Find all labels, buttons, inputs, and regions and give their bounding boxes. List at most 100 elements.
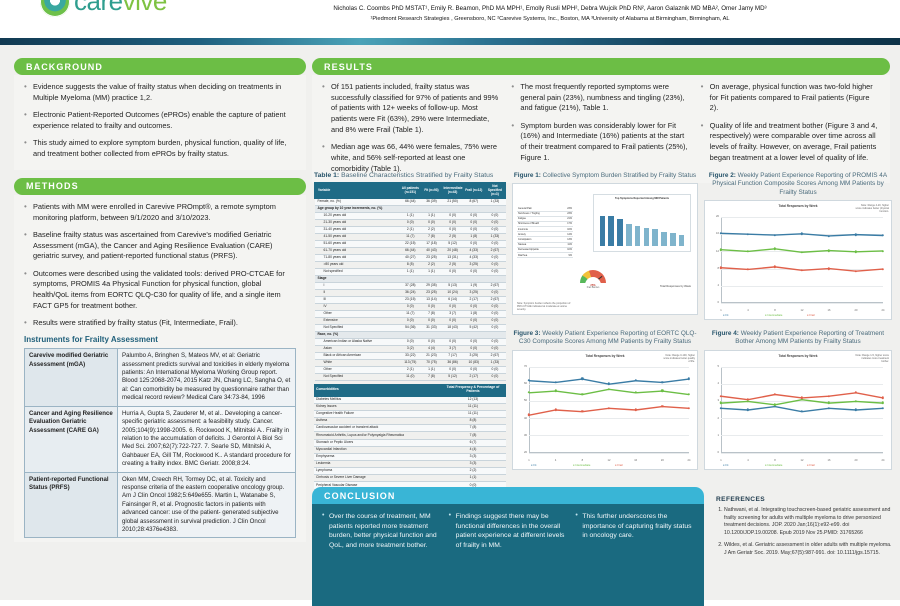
chart-note: Note: Range 1-5, higher score indicates …: [855, 354, 889, 364]
table1-cell: 2 (5): [442, 234, 463, 241]
results-list-2: The most frequently reported symptoms we…: [511, 82, 690, 164]
symptom-value: 13%: [559, 237, 573, 241]
table1-cell: 0 (0): [484, 255, 505, 262]
table1-cell: 11 (7): [400, 310, 421, 317]
legend-item: ● Frail: [807, 314, 815, 317]
symptom-label: Nausea: [517, 243, 559, 247]
y-tick-label: 70: [515, 365, 527, 368]
methods-bullet-list: Patients with MM were enrolled in Carevi…: [24, 202, 296, 329]
comorbidity-value: 3 (3): [440, 460, 506, 467]
instrument-citation: Oken MM, Creech RH, Tormey DC, et al. To…: [118, 472, 296, 538]
table1-cell: 0 (0): [442, 338, 463, 345]
legend-item: ● Frail: [807, 464, 815, 467]
symptom-value: 23%: [559, 206, 573, 210]
header-divider: [0, 38, 900, 45]
y-tick-label: 12: [707, 250, 719, 253]
table1-cell: 1 (1): [421, 213, 442, 220]
table1-cell: 13 (14): [421, 296, 442, 303]
table1-row-label: IV: [315, 303, 400, 310]
instrument-name: Patient-reported Functional Status (PRFS…: [25, 472, 118, 538]
table1-row-label: Race, no. (%): [315, 331, 400, 338]
table1-row-label: III: [315, 296, 400, 303]
table1-cell: 0 (0): [484, 303, 505, 310]
table1-col-5: Not Specified (n=3): [484, 183, 505, 199]
table1-cell: 4 (4): [421, 345, 442, 352]
table1-cell: 36 (24): [400, 289, 421, 296]
comorbidity-value: 3 (3): [440, 453, 506, 460]
table1-cell: 7 (8): [421, 373, 442, 380]
symptom-label: Fatigue: [517, 217, 559, 221]
section-header-background: BACKGROUND: [14, 58, 306, 75]
comorbidity-label: Myocardial Infarction: [314, 446, 440, 453]
x-tick-label: 12: [608, 459, 611, 462]
table1-cell: 0 (0): [463, 338, 484, 345]
table1-cell: 18 (43): [442, 324, 463, 331]
title-block: Quality of Life, and Treatment Bother Ca…: [205, 0, 895, 23]
list-item: This further underscores the importance …: [575, 512, 694, 541]
table-row: Comorbidities Total Frequency & Percenta…: [314, 384, 506, 397]
table1-cell: 7 (8): [421, 234, 442, 241]
table1-cell: 5 (13): [442, 283, 463, 290]
figure-1-caption: Figure 1: Collective Symptom Burden Stra…: [512, 172, 698, 180]
comorbidity-value: 12 (13): [440, 397, 506, 404]
table1-cell: 3 (25): [463, 352, 484, 359]
figure-1-title: Collective Symptom Burden Stratified by …: [543, 172, 696, 179]
list-item: Wildes, et al. Geriatric assessment in o…: [724, 542, 894, 557]
table-row: Rheumatoid Arthritis, Lupus and/or Polym…: [314, 432, 506, 439]
table1-cell: 0 (0): [463, 366, 484, 373]
comorbidity-label: Emphysema: [314, 453, 440, 460]
instrument-name: Cancer and Aging Resilience Evaluation G…: [25, 406, 118, 472]
figure-3-caption: Figure 3: Weekly Patient Experience Repo…: [512, 330, 698, 347]
instrument-citation: Hurria A, Gupta S, Zauderer M, et al.. D…: [118, 406, 296, 472]
comorbidity-value: 7 (8): [440, 425, 506, 432]
comorbidity-value: 2 (2): [440, 468, 506, 475]
left-column: BACKGROUND Evidence suggests the value o…: [14, 58, 306, 542]
table1-cell: 36 (39): [421, 199, 442, 206]
table1-cell: 0 (0): [484, 373, 505, 380]
table1-cell: [421, 276, 442, 283]
x-tick-label: 12: [801, 309, 804, 312]
bar: [617, 219, 622, 246]
table1-cell: 2 (1): [400, 366, 421, 373]
page-title: Quality of Life, and Treatment Bother Ca…: [205, 0, 895, 1]
y-tick-label: 0: [707, 301, 719, 304]
y-tick-label: 20: [707, 215, 719, 218]
symptom-label: Numbness / Tingling: [517, 212, 559, 216]
figure-4-caption: Figure 4: Weekly Patient Experience Repo…: [704, 330, 892, 347]
legend-item: ● Intermediate: [573, 464, 590, 467]
table1-row-label: Asian: [315, 345, 400, 352]
table1-cell: 7 (8): [421, 310, 442, 317]
comorbidity-col-label: Comorbidities: [314, 384, 440, 397]
table1-row-label: Other: [315, 310, 400, 317]
symptom-value: 14%: [559, 232, 573, 236]
bar: [644, 228, 649, 246]
table1-cell: 0 (0): [484, 317, 505, 324]
table1-cell: [463, 276, 484, 283]
list-item: Over the course of treatment, MM patient…: [322, 512, 441, 551]
x-tick-label: 20: [855, 309, 858, 312]
table1-row-label: American Indian or Alaska Native: [315, 338, 400, 345]
legend-item: ● Intermediate: [765, 464, 782, 467]
table1-cell: 0 (0): [463, 303, 484, 310]
table1-caption-label: Table 1:: [314, 172, 339, 179]
table1-row-label: Extensive: [315, 317, 400, 324]
x-tick-label: 8: [774, 459, 775, 462]
figure-4-title: Weekly Patient Experience Reporting of T…: [735, 330, 884, 345]
legend-item: ● Fit: [531, 464, 536, 467]
y-tick-label: 60: [515, 382, 527, 385]
comorbidity-table: Comorbidities Total Frequency & Percenta…: [314, 384, 506, 497]
table1-cell: 0 (0): [400, 220, 421, 227]
symptom-label: Diarrhea: [517, 253, 559, 257]
chart-lines: [721, 217, 883, 303]
y-tick-label: 4: [707, 382, 719, 385]
table1-cell: 20 (48): [442, 248, 463, 255]
x-tick-label: 1: [528, 459, 529, 462]
